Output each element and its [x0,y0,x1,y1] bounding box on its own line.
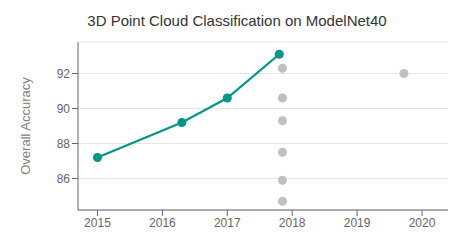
svg-text:92: 92 [57,67,71,81]
svg-text:88: 88 [57,137,71,151]
svg-text:2016: 2016 [149,216,176,230]
svg-text:2015: 2015 [84,216,111,230]
html-text:3D Point Cloud Classification: 3D Point Cloud Classification on ModelNe… [87,12,387,29]
svg-text:90: 90 [57,102,71,116]
svg-text:2018: 2018 [279,216,306,230]
svg-text:2020: 2020 [409,216,436,230]
svg-text:2019: 2019 [344,216,371,230]
svg-text:Overall Accuracy: Overall Accuracy [18,77,33,175]
svg-text:2017: 2017 [214,216,241,230]
svg-text:86: 86 [57,172,71,186]
